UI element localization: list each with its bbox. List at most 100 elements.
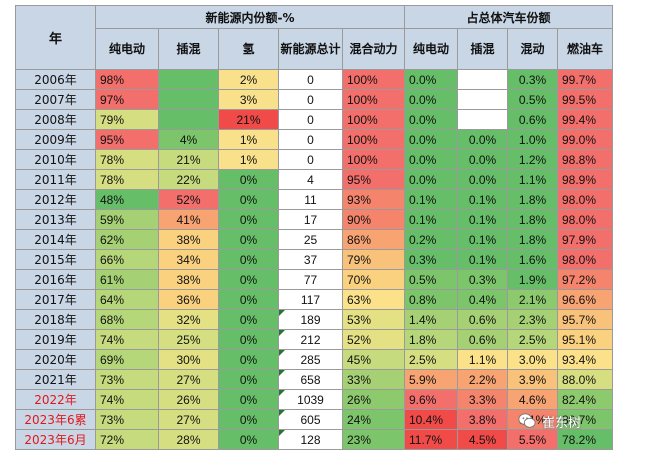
value-cell: 37 <box>278 249 343 270</box>
value-cell: 28% <box>158 429 219 450</box>
value-cell: 34% <box>158 249 219 270</box>
table-row: 2023年6月 72% 28% 0% 128 23% 11.7% 4.5% 5.5% 78.2% <box>15 429 613 450</box>
wechat-icon <box>518 413 536 428</box>
value-cell: 52% <box>342 329 405 350</box>
value-cell: 68% <box>95 309 159 330</box>
value-cell: 1039 <box>278 389 343 410</box>
value-cell: 97.2% <box>557 269 613 290</box>
value-cell: 72% <box>95 429 159 450</box>
value-cell: 2.5% <box>404 349 458 370</box>
value-cell: 0% <box>218 369 279 390</box>
value-cell: 26% <box>342 389 405 410</box>
value-cell: 2.1% <box>507 289 558 310</box>
value-cell: 97% <box>95 89 159 110</box>
value-cell: 99.4% <box>557 109 613 130</box>
table-row: 2021年 73% 27% 0% 658 33% 5.9% 2.2% 3.9% 88.0% <box>15 369 613 390</box>
value-cell: 25 <box>278 229 343 250</box>
value-cell: 93% <box>342 189 405 210</box>
value-cell: 1% <box>218 149 279 170</box>
value-cell: 21% <box>158 149 219 170</box>
value-cell: 93.4% <box>557 349 613 370</box>
group-header-total-share: 占总体汽车份额 <box>404 5 613 29</box>
value-cell: 3.9% <box>507 369 558 390</box>
value-cell: 77 <box>278 269 343 290</box>
value-cell: 1.8% <box>404 329 458 350</box>
value-cell: 0% <box>218 229 279 250</box>
value-cell: 0 <box>278 109 343 130</box>
table-row: 2006年 98% 2% 0 100% 0.0% 0.3% 99.7% <box>15 69 613 90</box>
table-row: 2007年 97% 3% 0 100% 0.0% 0.5% 99.5% <box>15 89 613 110</box>
value-cell: 0.0% <box>457 169 508 190</box>
value-cell: 90% <box>342 209 405 230</box>
table-row: 2016年 61% 38% 0% 77 70% 0.5% 0.3% 1.9% 97.2% <box>15 269 613 290</box>
col-header-fuel: 燃油车 <box>557 28 613 70</box>
value-cell: 73% <box>95 369 159 390</box>
year-cell: 2013年 <box>15 209 96 230</box>
value-cell: 48% <box>95 189 159 210</box>
value-cell <box>158 109 219 130</box>
value-cell: 0.6% <box>457 309 508 330</box>
col-header-nev-total: 新能源总计 <box>278 28 343 70</box>
value-cell: 99.0% <box>557 129 613 150</box>
year-cell: 2010年 <box>15 149 96 170</box>
value-cell: 3.3% <box>457 389 508 410</box>
value-cell: 61% <box>95 269 159 290</box>
col-header-hydrogen: 氢 <box>218 28 279 70</box>
col-header-hybrid-total: 混动 <box>507 28 558 70</box>
value-cell: 79% <box>95 109 159 130</box>
value-cell: 189 <box>278 309 343 330</box>
col-header-phev-total: 插混 <box>457 28 508 70</box>
value-cell: 100% <box>342 149 405 170</box>
value-cell: 100% <box>342 129 405 150</box>
value-cell: 0.1% <box>457 189 508 210</box>
value-cell: 0.0% <box>404 169 458 190</box>
year-column-header: 年 <box>15 5 96 70</box>
value-cell: 1.2% <box>507 149 558 170</box>
value-cell: 95.1% <box>557 329 613 350</box>
table-row: 2009年 95% 4% 1% 0 100% 0.0% 0.0% 1.0% 99.0% <box>15 129 613 150</box>
col-header-bev: 纯电动 <box>95 28 159 70</box>
value-cell: 1.9% <box>507 269 558 290</box>
value-cell: 99.7% <box>557 69 613 90</box>
value-cell: 0% <box>218 309 279 330</box>
year-cell: 2016年 <box>15 269 96 290</box>
table-row: 2020年 69% 30% 0% 285 45% 2.5% 1.1% 3.0% 93.4% <box>15 349 613 370</box>
value-cell: 0.0% <box>404 109 458 130</box>
value-cell: 100% <box>342 89 405 110</box>
watermark-text: 崔东树 <box>542 415 582 431</box>
value-cell: 62% <box>95 229 159 250</box>
value-cell: 0.3% <box>404 249 458 270</box>
value-cell: 0% <box>218 169 279 190</box>
value-cell: 79% <box>342 249 405 270</box>
value-cell: 1.6% <box>507 249 558 270</box>
value-cell: 0.4% <box>457 289 508 310</box>
value-cell: 1.8% <box>507 209 558 230</box>
year-cell: 2023年6累 <box>15 409 96 430</box>
value-cell: 96.6% <box>557 289 613 310</box>
year-cell: 2015年 <box>15 249 96 270</box>
value-cell: 21% <box>218 109 279 130</box>
value-cell: 0% <box>218 329 279 350</box>
value-cell: 0.8% <box>404 289 458 310</box>
value-cell: 0% <box>218 189 279 210</box>
value-cell: 0% <box>218 249 279 270</box>
value-cell <box>158 89 219 110</box>
value-cell: 2.3% <box>507 309 558 330</box>
value-cell: 38% <box>158 269 219 290</box>
value-cell: 4.6% <box>507 389 558 410</box>
value-cell: 1% <box>218 129 279 150</box>
value-cell: 0% <box>218 409 279 430</box>
value-cell: 98.0% <box>557 189 613 210</box>
value-cell: 0.3% <box>457 269 508 290</box>
value-cell: 25% <box>158 329 219 350</box>
value-cell: 22% <box>158 169 219 190</box>
value-cell: 98.8% <box>557 149 613 170</box>
table-row: 2008年 79% 21% 0 100% 0.0% 0.6% 99.4% <box>15 109 613 130</box>
value-cell <box>457 109 508 130</box>
year-cell: 2006年 <box>15 69 96 90</box>
value-cell: 2.2% <box>457 369 508 390</box>
value-cell: 11 <box>278 189 343 210</box>
year-cell: 2009年 <box>15 129 96 150</box>
value-cell: 2% <box>218 69 279 90</box>
